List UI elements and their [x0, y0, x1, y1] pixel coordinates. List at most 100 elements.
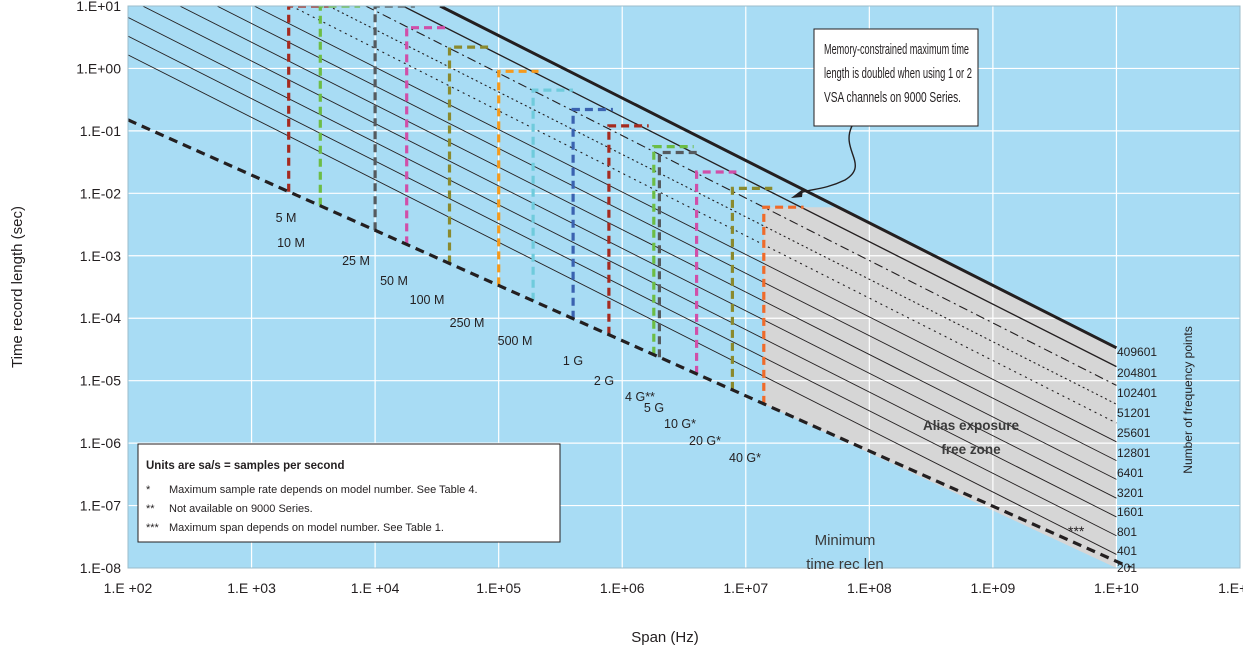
frequency-line: [328, 6, 1117, 405]
y-tick-label: 1.E-06: [80, 435, 121, 451]
sample-rate-label: 4 G**: [625, 390, 655, 404]
sample-rate-line: [607, 124, 649, 335]
sample-rate-label: 10 M: [277, 236, 305, 250]
frequency-point-label: 6401: [1117, 466, 1144, 480]
frequency-line: [253, 6, 1117, 443]
y-tick-label: 1.E+00: [76, 60, 121, 76]
y-tick-label: 1.E-04: [80, 310, 121, 326]
frequency-line: [128, 54, 1117, 555]
x-tick-label: 1.E+07: [723, 580, 768, 596]
frequency-point-label: 801: [1117, 525, 1137, 539]
x-axis-label: Span (Hz): [631, 629, 699, 646]
sample-rate-label: 5 G: [644, 401, 664, 415]
sample-rate-line: [657, 150, 700, 358]
min-time-label-1: Minimum: [815, 532, 876, 549]
y-tick-label: 1.E-02: [80, 185, 121, 201]
sample-rate-label: 2 G: [594, 374, 614, 388]
frequency-point-label: 1601: [1117, 505, 1144, 519]
x-tick-label: 1.E +03: [227, 580, 276, 596]
x-tick-label: 1.E+08: [847, 580, 892, 596]
note-mark-2: **: [146, 503, 155, 515]
frequency-line: [142, 6, 1117, 499]
frequency-line: [128, 35, 1117, 537]
frequency-point-labels: 409601 204801 102401 51201 25601 12801 6401 320…: [1117, 345, 1157, 575]
alias-zone-label-1: Alias exposure: [923, 418, 1020, 433]
frequency-line: [402, 6, 1117, 368]
sample-rate-label: 1 G: [563, 354, 583, 368]
frequency-point-label: 201: [1117, 561, 1137, 575]
y-tick-label: 1.E-01: [80, 123, 121, 139]
sample-rate-label: 10 G*: [664, 417, 696, 431]
triple-star-annotation: ***: [1068, 523, 1085, 539]
sample-rate-line: [447, 45, 490, 264]
sample-rate-lines: [287, 6, 804, 404]
memory-callout: Memory-constrained maximum time length i…: [791, 28, 979, 198]
note-mark-1: *: [146, 484, 151, 496]
callout-pointer: [794, 125, 856, 197]
y-tick-label: 1.E+01: [76, 0, 121, 14]
min-time-label-2: time rec len: [806, 556, 884, 573]
sample-rate-label: 250 M: [450, 316, 485, 330]
frequency-points-axis-label: Number of frequency points: [1181, 326, 1195, 473]
frequency-point-label: 102401: [1117, 386, 1157, 400]
frequency-point-label: 204801: [1117, 366, 1157, 380]
frequency-line: [179, 6, 1117, 480]
frequency-line: [365, 6, 1117, 386]
frequency-point-label: 51201: [1117, 406, 1151, 420]
callout-line-1: Memory-constrained maximum time: [824, 41, 969, 58]
sample-rate-label: 20 G*: [689, 434, 721, 448]
note-text-2: Not available on 9000 Series.: [169, 503, 313, 515]
notes-box: [137, 443, 561, 543]
frequency-line: [291, 6, 1117, 424]
y-tick-label: 1.E-03: [80, 248, 121, 264]
sample-rate-line: [695, 170, 737, 374]
callout-box: [813, 28, 979, 127]
y-tick-label: 1.E-05: [80, 373, 121, 389]
x-tick-label: 1.E+06: [600, 580, 645, 596]
sample-rate-line: [318, 6, 361, 206]
frequency-line: [439, 6, 1118, 350]
frequency-point-label: 12801: [1117, 446, 1151, 460]
sample-rate-line: [531, 88, 573, 301]
note-text-1: Maximum sample rate depends on model num…: [169, 484, 478, 496]
x-tick-labels: 1.E +02 1.E +03 1.E +04 1.E+05 1.E+06 1.E+07 1…: [104, 580, 1243, 596]
sample-rate-label: 500 M: [498, 334, 533, 348]
callout-line-2: length is doubled when using 1 or 2: [824, 65, 972, 82]
sample-rate-line: [730, 186, 773, 390]
y-axis-label: Time record length (sec): [9, 206, 26, 368]
notes-heading: Units are sa/s = samples per second: [146, 460, 344, 472]
notes-legend: Units are sa/s = samples per second * Ma…: [137, 443, 561, 543]
sample-rate-label: 40 G*: [729, 451, 761, 465]
sample-rate-line: [405, 26, 447, 245]
x-tick-label: 1.E+05: [476, 580, 521, 596]
x-tick-label: 1.E+10: [1094, 580, 1139, 596]
frequency-point-label: 409601: [1117, 345, 1157, 359]
sample-rate-line: [497, 69, 539, 286]
alias-zone-label-2: free zone: [941, 442, 1001, 457]
sample-rate-line: [762, 205, 804, 404]
x-tick-label: 1.E +04: [351, 580, 400, 596]
note-mark-3: ***: [146, 522, 160, 534]
callout-line-3: VSA channels on 9000 Series.: [824, 89, 961, 106]
note-text-3: Maximum span depends on model number. Se…: [169, 522, 444, 534]
x-tick-label: 1.E +02: [104, 580, 153, 596]
frequency-line: [216, 6, 1117, 461]
x-tick-label: 1.E+09: [971, 580, 1016, 596]
frequency-line: [128, 16, 1117, 518]
sample-rate-label: 25 M: [342, 254, 370, 268]
y-tick-label: 1.E-08: [80, 560, 121, 576]
x-tick-label: 1.E+11: [1218, 580, 1243, 596]
y-tick-label: 1.E-07: [80, 498, 121, 514]
sample-rate-line: [571, 107, 613, 319]
frequency-point-label: 401: [1117, 544, 1137, 558]
plot-frame: [127, 5, 1241, 569]
frequency-point-lines: [128, 6, 1118, 555]
sample-rate-label: 50 M: [380, 274, 408, 288]
sample-rate-line: [652, 145, 694, 355]
frequency-point-label: 3201: [1117, 486, 1144, 500]
y-tick-labels: 1.E-08 1.E-07 1.E-06 1.E-05 1.E-04 1.E-03 1.E-…: [76, 0, 121, 576]
sample-rate-label: 100 M: [410, 293, 445, 307]
frequency-point-label: 25601: [1117, 426, 1151, 440]
